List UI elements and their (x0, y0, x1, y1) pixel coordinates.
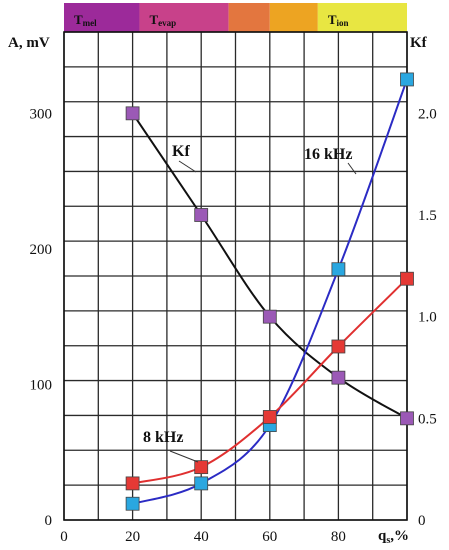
annotation-kf: Kf (172, 143, 190, 160)
data-point-1-1 (194, 476, 209, 491)
data-point-2-3 (331, 339, 346, 354)
annotation-16khz-leader (347, 162, 357, 175)
data-point-0-3 (331, 370, 346, 385)
regime-band-label-4: Tion (328, 12, 349, 28)
annotation-8khz: 8 kHz (143, 429, 183, 446)
y2-tick-label: 2.0 (418, 106, 437, 122)
regime-band-label-1: Tevap (149, 12, 176, 28)
data-point-2-1 (194, 460, 209, 475)
data-point-0-2 (262, 309, 277, 324)
data-point-2-0 (125, 476, 140, 491)
annotation-8khz-leader (169, 450, 199, 463)
regime-bands: Tmel Tevap Tion (64, 3, 407, 32)
annotation-kf-leader (178, 160, 197, 173)
data-point-1-0 (125, 496, 140, 511)
x-tick-label: 40 (194, 529, 209, 545)
series-line-0 (131, 112, 408, 420)
regime-band-4 (317, 3, 407, 32)
y-axis-label: A, mV (8, 35, 50, 51)
regime-band-2 (228, 3, 270, 32)
regime-band-3 (269, 3, 318, 32)
y-tick-label: 300 (30, 106, 53, 122)
data-point-0-1 (194, 208, 209, 222)
data-point-1-4 (400, 72, 414, 87)
regime-band-0 (64, 3, 140, 32)
y-tick-label: 100 (30, 377, 53, 393)
data-point-2-4 (400, 271, 414, 286)
y2-tick-label: 0 (418, 513, 426, 529)
regime-band-1 (139, 3, 229, 32)
x-axis-label: qs,% (378, 528, 409, 546)
markers-layer (125, 72, 414, 511)
grid (63, 31, 408, 521)
x-tick-label: 0 (60, 529, 68, 545)
data-point-2-2 (262, 410, 277, 424)
data-point-1-3 (331, 262, 346, 277)
y-tick-label: 200 (30, 242, 53, 258)
y2-tick-label: 1.0 (418, 310, 437, 326)
data-point-0-4 (400, 411, 414, 426)
tick-labels: 0 20 40 60 80 0 100 200 300 0 0.5 1.0 1.5 2.0 (30, 106, 437, 545)
x-tick-label: 20 (125, 529, 140, 545)
x-tick-label: 60 (262, 529, 277, 545)
y2-tick-label: 0.5 (418, 411, 437, 427)
y2-tick-label: 1.5 (418, 208, 437, 224)
data-point-0-0 (125, 106, 140, 121)
annotation-16khz: 16 kHz (304, 146, 352, 163)
y2-axis-label: Kf (410, 35, 428, 51)
regime-band-label-0: Tmel (74, 12, 97, 28)
x-tick-label: 80 (331, 529, 346, 545)
y-tick-label: 0 (45, 513, 53, 529)
